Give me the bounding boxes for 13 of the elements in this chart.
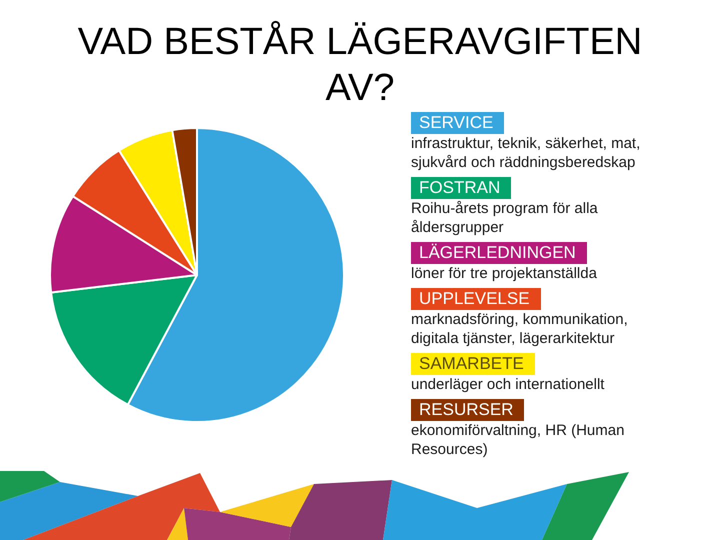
legend-label: UPPLEVELSE: [419, 288, 541, 310]
text: marknadsföring, kommunikation, digitala tjänster, lägerarkitektur: [411, 310, 629, 348]
legend-label: SERVICE: [419, 112, 504, 134]
text: ekonomiförvaltning, HR (Human Resources): [411, 421, 626, 459]
legend-label: LÄGERLEDNINGEN: [419, 242, 587, 264]
chart-title: VAD BESTÅR LÄGERAVGIFTEN AV?: [76, 20, 644, 111]
text: infrastruktur, teknik, säkerhet, mat, sjukvård och räddningsberedskap: [411, 134, 642, 172]
legend-label: RESURSER: [419, 399, 524, 421]
legend-label: SAMARBETE: [419, 353, 535, 375]
legend-label: FOSTRAN: [419, 177, 512, 199]
text: underläger och internationellt: [411, 375, 606, 394]
text: löner för tre projektanställda: [411, 264, 598, 283]
text: Roihu-årets program för alla åldersgrupper: [411, 199, 599, 237]
